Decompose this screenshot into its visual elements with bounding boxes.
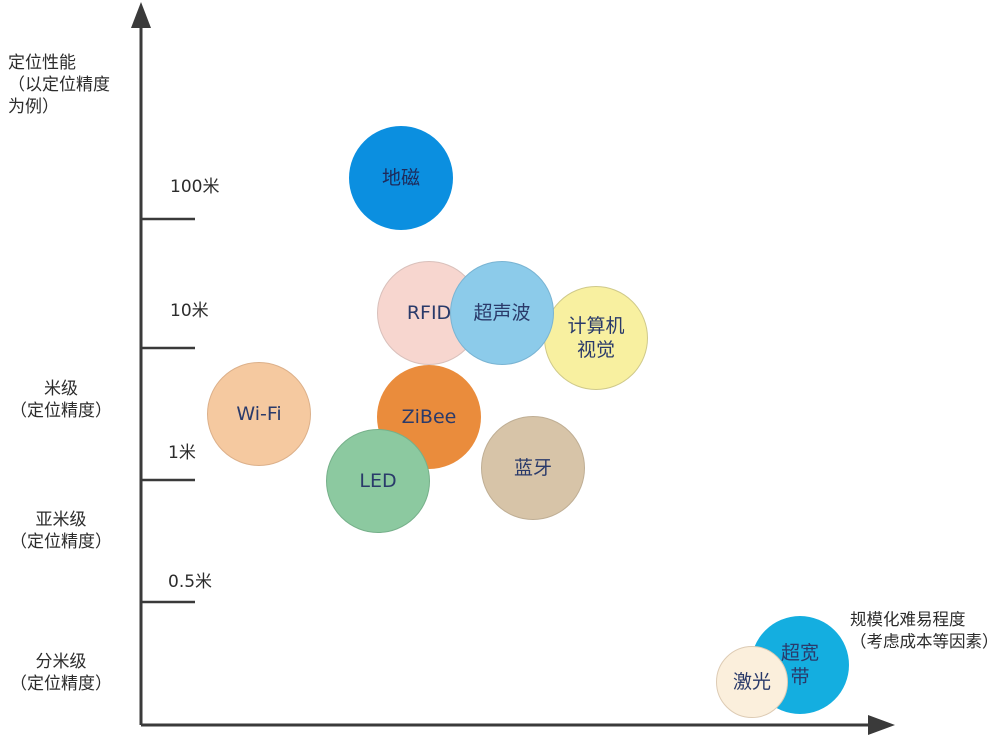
x-axis-title: 规模化难易程度 （考虑成本等因素） [850,610,999,651]
bubble-led: LED [326,429,430,533]
bubble-laser: 激光 [716,646,788,718]
y-axis-title: 定位性能 （以定位精度 为例） [8,53,110,117]
x-axis-arrow [868,715,895,735]
bubble-geomagnetic: 地磁 [349,126,453,230]
tick-label-05m: 0.5米 [168,572,213,592]
y-axis-arrow [131,2,151,28]
level-submeter: 亚米级 （定位精度） [10,510,112,552]
tick-label-10m: 10米 [170,301,209,321]
level-decimeter: 分米级 （定位精度） [10,652,112,694]
tick-label-1m: 1米 [168,443,196,463]
bubble-bluetooth: 蓝牙 [481,416,585,520]
tick-label-100m: 100米 [170,177,220,197]
bubble-ultrasound: 超声波 [450,261,554,365]
level-meter: 米级 （定位精度） [10,379,112,421]
bubble-computer-vision: 计算机 视觉 [544,286,648,390]
bubble-wifi: Wi-Fi [207,362,311,466]
